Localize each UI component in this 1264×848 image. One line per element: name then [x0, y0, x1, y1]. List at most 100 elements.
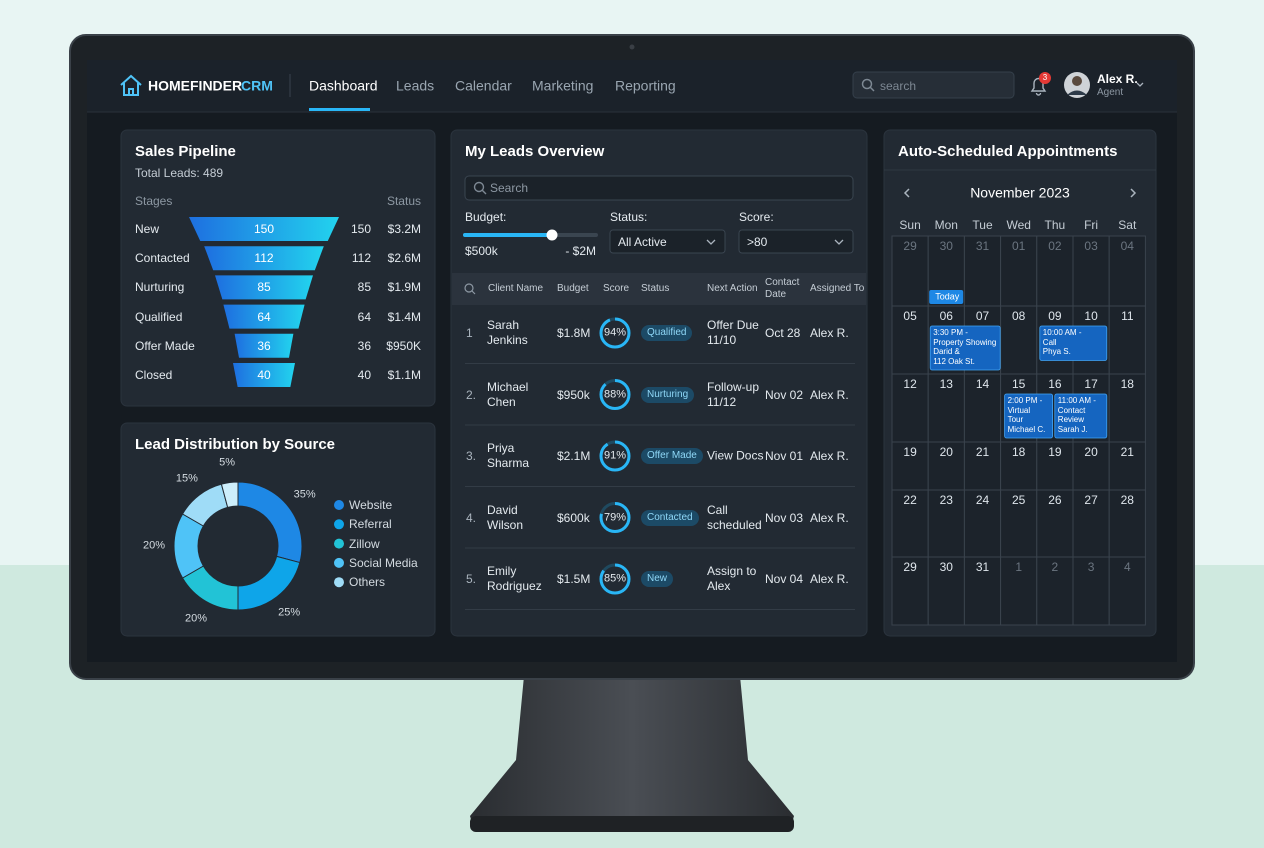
event-text: Virtual [1007, 405, 1031, 415]
legend-swatch [334, 500, 344, 510]
slice-label: 25% [278, 606, 301, 619]
lead-search[interactable] [464, 175, 854, 201]
calendar-cell[interactable] [1000, 556, 1038, 626]
select-value[interactable]: All Active [618, 234, 667, 249]
panel [450, 129, 868, 637]
day-number: 1 [1015, 559, 1023, 574]
day-number: 07 [975, 308, 990, 323]
calendar-cell[interactable] [1036, 441, 1074, 491]
day-number: 26 [1048, 492, 1062, 507]
calendar-cell[interactable] [1000, 489, 1038, 558]
legend-label: Zillow [349, 536, 380, 551]
calendar-event[interactable] [929, 325, 1001, 371]
status-pill: Qualified [641, 325, 693, 341]
nav-tab[interactable]: Leads [396, 77, 435, 94]
event-text: 3:30 PM - [933, 328, 968, 338]
prev-month[interactable] [903, 188, 910, 198]
calendar-cell[interactable] [891, 489, 929, 558]
day-number: 15 [1012, 376, 1026, 391]
calendar-cell[interactable] [1108, 235, 1146, 307]
calendar-cell[interactable] [927, 556, 965, 626]
day-number: 04 [1120, 238, 1134, 253]
status-pill: New [641, 571, 674, 587]
row-index: 5. [466, 571, 477, 586]
day-number: 05 [903, 308, 917, 323]
calendar-event[interactable] [1004, 393, 1053, 439]
contact-date: Nov 02 [765, 387, 804, 402]
calendar-cell[interactable] [1072, 556, 1110, 626]
nav-tab[interactable]: Marketing [532, 77, 594, 94]
brand-accent: CRM [241, 77, 273, 94]
panel-title: Lead Distribution by Source [135, 436, 336, 453]
select[interactable] [738, 229, 854, 254]
select-value[interactable]: >80 [747, 234, 768, 249]
client-name[interactable]: David Wilson [487, 502, 524, 532]
funnel-value: 36 [257, 338, 271, 353]
search-placeholder[interactable]: search [880, 78, 917, 93]
calendar-cell[interactable] [963, 489, 1002, 558]
event-text: 112 Oak St. [933, 356, 975, 366]
search-placeholder[interactable]: Search [490, 180, 529, 195]
day-number: 18 [1120, 376, 1134, 391]
panel-title: Auto-Scheduled Appointments [898, 143, 1118, 160]
user-name[interactable]: Alex R. [1097, 71, 1138, 86]
avatar [1067, 90, 1087, 95]
client-name[interactable]: Priya Sharma [487, 441, 530, 470]
calendar-cell[interactable] [1108, 489, 1146, 558]
client-name[interactable]: Sarah Jenkins [487, 318, 528, 347]
calendar-cell[interactable] [1000, 305, 1038, 375]
stage-name: Offer Made [135, 338, 195, 353]
calendar-cell[interactable] [1108, 556, 1146, 626]
calendar-event[interactable] [1054, 393, 1108, 439]
calendar-cell[interactable] [891, 235, 929, 307]
budget: $600k [557, 510, 590, 525]
budget-max: - $2M [565, 243, 596, 258]
client-name[interactable]: Michael Chen [487, 379, 529, 409]
calendar-cell[interactable] [891, 556, 929, 626]
stage-name: Contacted [135, 250, 190, 265]
day-number: 21 [975, 444, 990, 459]
funnel-value: 85 [257, 280, 271, 295]
calendar-cell[interactable] [1072, 235, 1110, 307]
budget: $1.8M [557, 325, 591, 340]
day-number: 20 [939, 444, 953, 459]
panel-title: My Leads Overview [465, 143, 605, 160]
next-month[interactable] [1130, 188, 1137, 198]
score-ring [599, 379, 631, 410]
day-number: 02 [1048, 238, 1062, 253]
day-number: 12 [903, 376, 917, 391]
calendar-cell[interactable] [891, 441, 929, 491]
slider-knob[interactable] [546, 229, 558, 241]
calendar-cell[interactable] [963, 556, 1002, 626]
assigned-to: Alex R. [810, 387, 849, 402]
stage-count: 112 [351, 250, 371, 265]
row-index: 2. [466, 387, 477, 402]
stage-count: 85 [357, 280, 371, 295]
calendar-cell[interactable] [963, 441, 1002, 491]
calendar-cell[interactable] [891, 373, 929, 443]
nav-tab[interactable]: Reporting [615, 77, 676, 94]
calendar-event[interactable] [1039, 325, 1108, 361]
calendar-cell[interactable] [1108, 441, 1146, 491]
slice-label: 5% [219, 456, 235, 469]
funnel-value: 150 [253, 221, 275, 236]
calendar-cell[interactable] [1108, 373, 1146, 443]
calendar-cell[interactable] [1000, 441, 1038, 491]
event-text: Tour [1007, 415, 1024, 425]
column-header: Stages [135, 193, 173, 208]
calendar-cell[interactable] [963, 235, 1002, 307]
search-box[interactable] [852, 71, 1015, 99]
day-number: 22 [903, 492, 917, 507]
event-text: Sarah J. [1057, 424, 1088, 434]
calendar-cell[interactable] [963, 373, 1002, 443]
client-name[interactable]: Emily Rodriguez [487, 564, 542, 593]
nav-tab[interactable]: Dashboard [309, 77, 378, 94]
nav-tab[interactable]: Calendar [455, 77, 512, 94]
status-pill: Nurturing [641, 386, 695, 403]
funnel-bar [234, 333, 294, 358]
select[interactable] [609, 229, 726, 254]
user-menu-chevron[interactable] [1136, 82, 1144, 87]
slice-label: 35% [293, 488, 316, 501]
day-number: 19 [1048, 444, 1062, 459]
calendar-cell[interactable] [1072, 441, 1110, 491]
